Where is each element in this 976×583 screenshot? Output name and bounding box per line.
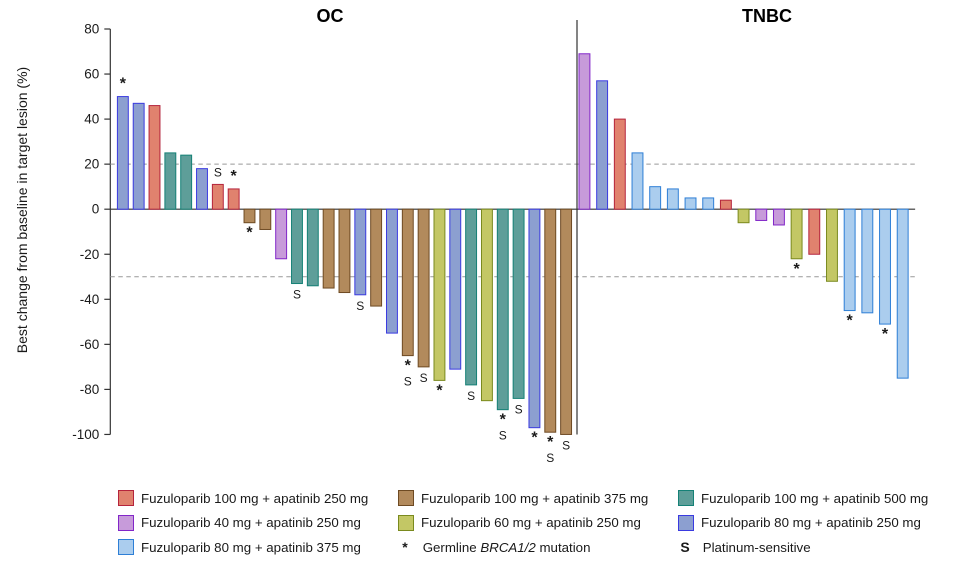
svg-text:-20: -20 (80, 247, 100, 262)
svg-text:-40: -40 (80, 292, 100, 307)
svg-text:20: 20 (84, 157, 99, 172)
svg-text:TNBC: TNBC (742, 6, 792, 26)
svg-text:*: * (531, 430, 538, 447)
svg-text:-80: -80 (80, 382, 100, 397)
svg-text:OC: OC (317, 6, 344, 26)
svg-text:S: S (467, 389, 475, 403)
svg-text:-100: -100 (72, 427, 99, 442)
svg-text:S: S (499, 429, 507, 443)
svg-text:0: 0 (92, 202, 100, 217)
svg-text:*: * (246, 225, 253, 242)
svg-text:40: 40 (84, 112, 99, 127)
svg-text:S: S (420, 371, 428, 385)
svg-text:-60: -60 (80, 337, 100, 352)
svg-text:S: S (293, 288, 301, 302)
svg-text:*: * (882, 326, 889, 343)
svg-text:60: 60 (84, 67, 99, 82)
svg-text:*: * (847, 313, 854, 330)
svg-text:*: * (500, 412, 507, 429)
svg-text:S: S (214, 165, 222, 179)
svg-text:*: * (793, 261, 800, 278)
svg-text:*: * (547, 434, 554, 451)
svg-text:*: * (231, 168, 238, 185)
svg-text:*: * (405, 358, 412, 375)
svg-text:*: * (120, 76, 127, 93)
svg-text:S: S (515, 402, 523, 416)
svg-text:S: S (562, 438, 570, 452)
svg-text:S: S (546, 451, 554, 465)
svg-text:*: * (436, 382, 443, 399)
svg-text:80: 80 (84, 22, 99, 37)
svg-text:S: S (356, 299, 364, 313)
svg-text:S: S (404, 375, 412, 389)
